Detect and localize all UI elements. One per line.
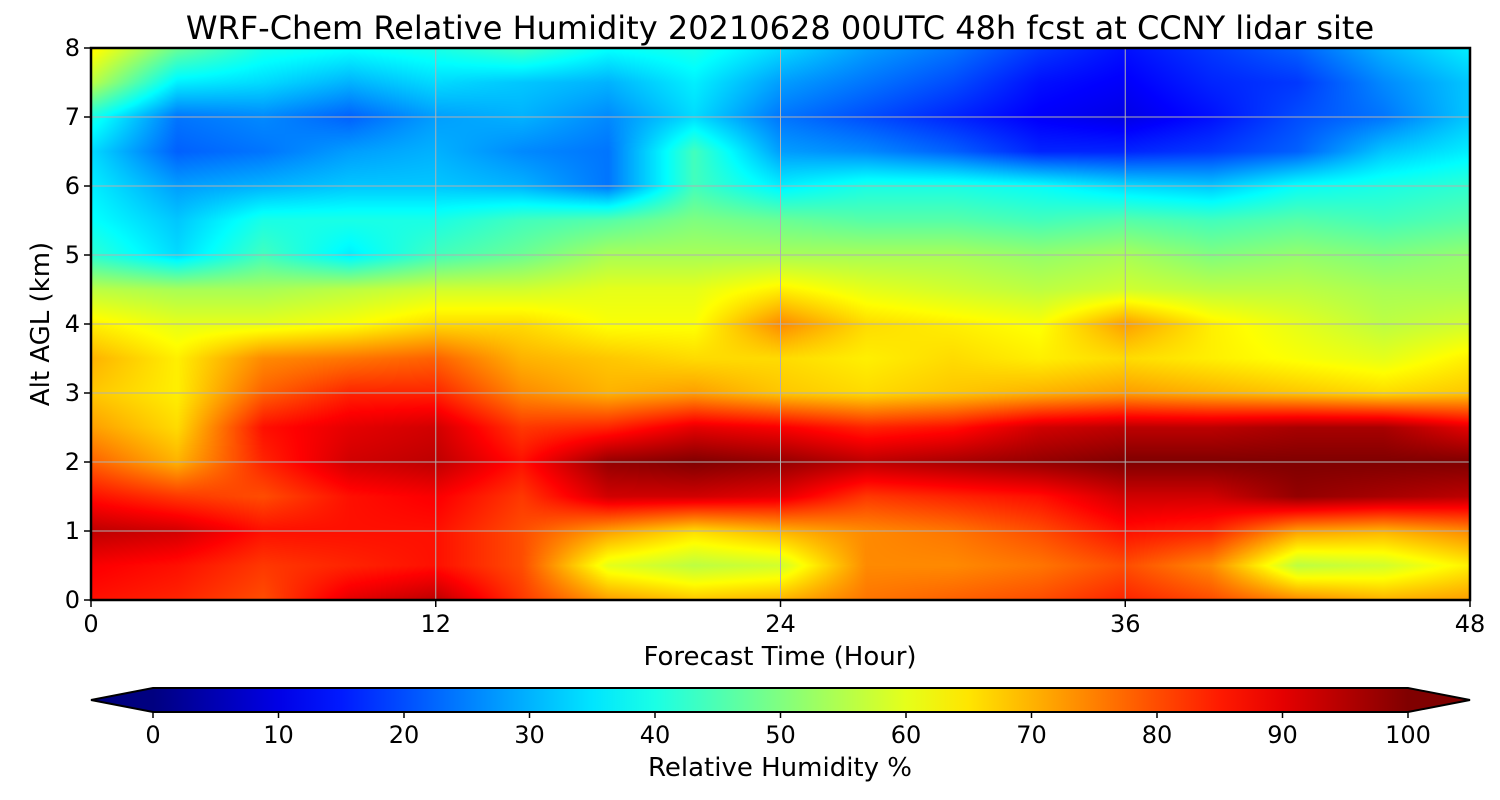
- colorbar-tick-label: 40: [640, 721, 671, 749]
- x-tick-label: 0: [83, 610, 98, 638]
- y-tick-label: 6: [65, 172, 80, 200]
- colorbar-tick-label: 90: [1267, 721, 1298, 749]
- colorbar-tick-label: 0: [145, 721, 160, 749]
- x-tick-label: 48: [1455, 610, 1486, 638]
- x-axis-ticks: 0 12 24 36 48: [83, 600, 1485, 638]
- y-tick-label: 5: [65, 241, 80, 269]
- y-tick-label: 7: [65, 103, 80, 131]
- x-axis-label: Forecast Time (Hour): [643, 642, 916, 672]
- chart-title: WRF-Chem Relative Humidity 20210628 00UT…: [186, 9, 1374, 47]
- x-tick-label: 24: [765, 610, 796, 638]
- y-tick-label: 1: [65, 517, 80, 545]
- colorbar-tick-label: 70: [1016, 721, 1047, 749]
- y-axis-label: Alt AGL (km): [26, 242, 56, 406]
- colorbar-gradient: [153, 688, 1408, 712]
- y-tick-label: 2: [65, 448, 80, 476]
- colorbar-tick-label: 20: [389, 721, 420, 749]
- colorbar-tick-label: 80: [1142, 721, 1173, 749]
- y-tick-label: 4: [65, 310, 80, 338]
- y-tick-label: 0: [65, 586, 80, 614]
- colorbar-extend-low: [91, 688, 153, 712]
- colorbar-tick-label: 10: [263, 721, 294, 749]
- colorbar: 0 10 20 30 40 50 60 70 80 90 100: [90, 687, 1471, 749]
- colorbar-tick-label: 50: [765, 721, 796, 749]
- x-tick-label: 36: [1110, 610, 1141, 638]
- colorbar-label: Relative Humidity %: [648, 753, 912, 783]
- y-tick-label: 8: [65, 34, 80, 62]
- y-axis-ticks: 0 1 2 3 4 5 6 7 8: [65, 34, 91, 614]
- colorbar-tick-label: 30: [514, 721, 545, 749]
- colorbar-tick-label: 100: [1385, 721, 1431, 749]
- x-tick-label: 12: [420, 610, 451, 638]
- colorbar-extend-high: [1408, 688, 1470, 712]
- colorbar-tick-label: 60: [891, 721, 922, 749]
- y-tick-label: 3: [65, 379, 80, 407]
